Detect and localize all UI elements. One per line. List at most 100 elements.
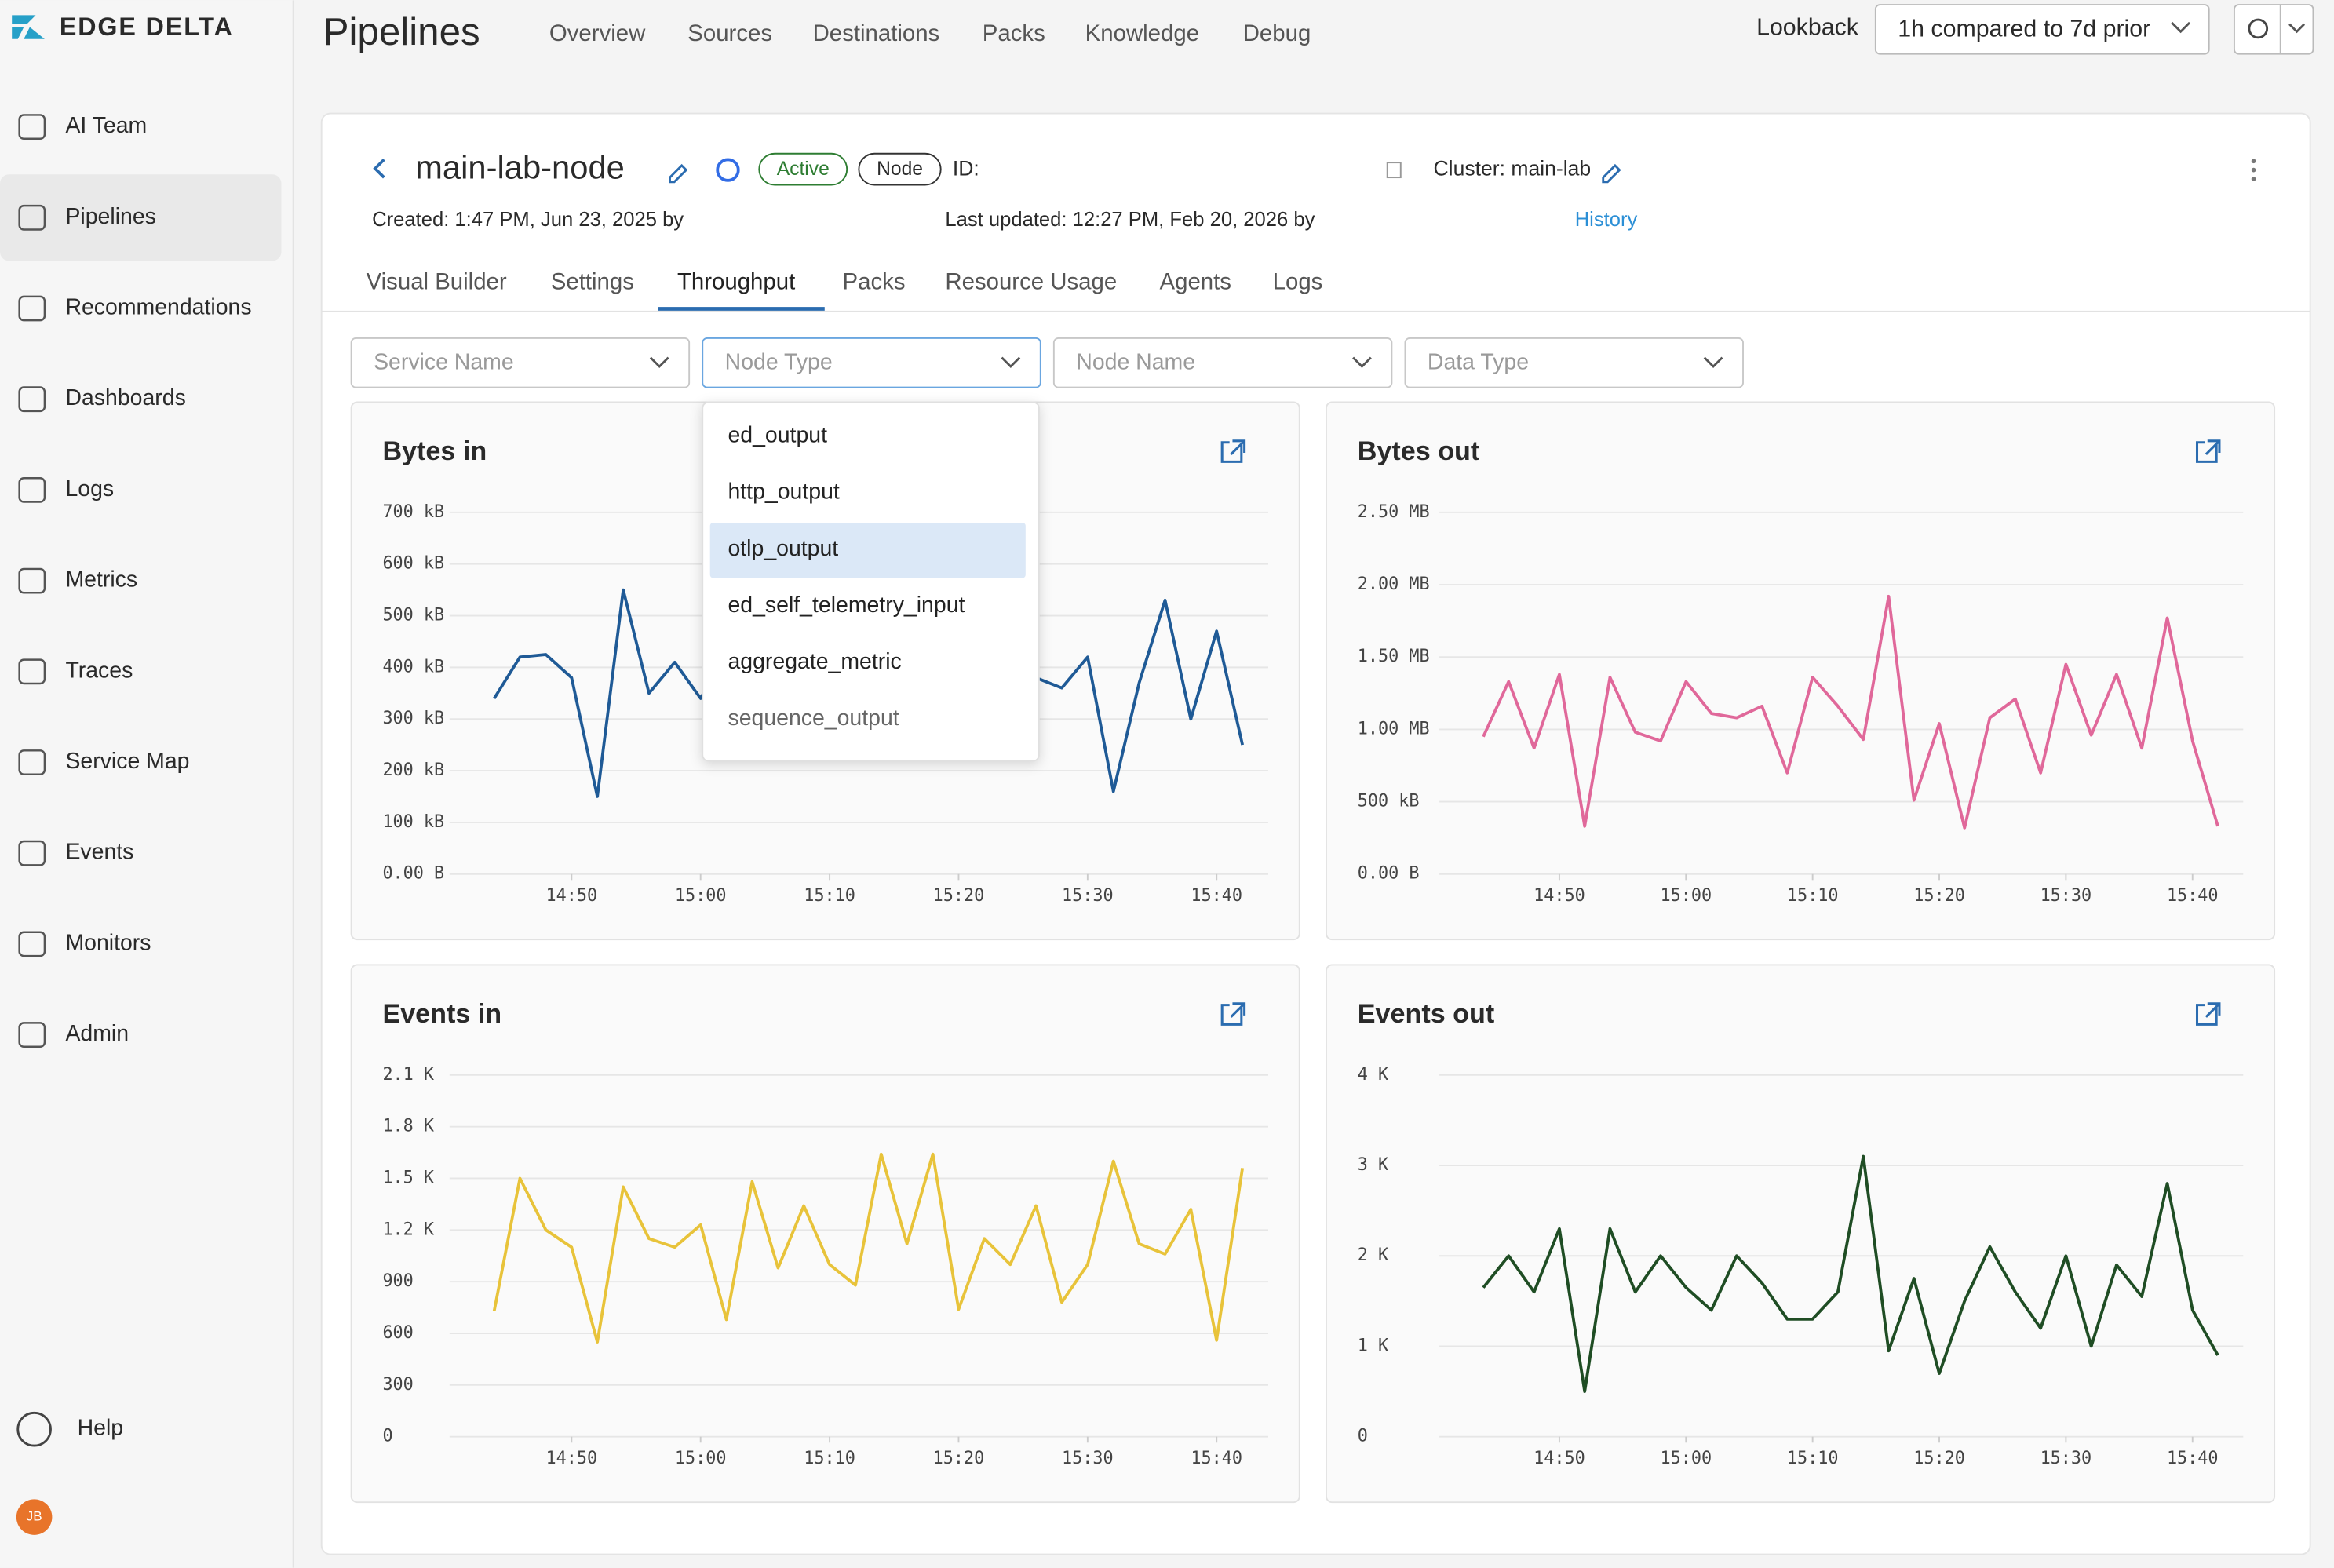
node-name: main-lab-node xyxy=(415,149,625,186)
nav-item[interactable]: AI Team xyxy=(65,113,147,138)
status: Active xyxy=(777,159,830,180)
x-tick-label: 15:20 xyxy=(933,1449,985,1468)
menu-dot xyxy=(2252,177,2256,181)
tab[interactable]: Logs xyxy=(1273,269,1323,295)
y-tick-label: 300 kB xyxy=(382,709,444,728)
x-tick-label: 15:30 xyxy=(2040,1449,2092,1468)
nav-item[interactable]: Recommendations xyxy=(65,295,251,320)
y-tick-label: 0.00 B xyxy=(382,864,444,884)
chart-title: Bytes out xyxy=(1358,436,1479,466)
dropdown-option[interactable]: ed_output xyxy=(728,423,827,448)
x-tick-label: 15:40 xyxy=(2167,886,2219,906)
tab[interactable]: Agents xyxy=(1160,269,1231,295)
dropdown-option[interactable]: http_output xyxy=(728,480,839,505)
x-tick-label: 14:50 xyxy=(1534,1449,1585,1468)
chart-panel xyxy=(352,965,1300,1502)
top-nav-item[interactable]: Packs xyxy=(983,20,1045,46)
chart-title: Events in xyxy=(382,999,501,1029)
top-nav-item[interactable]: Sources xyxy=(687,20,772,46)
dropdown-option[interactable]: otlp_output xyxy=(728,536,838,561)
dropdown-option[interactable]: ed_self_telemetry_input xyxy=(728,593,965,618)
x-tick-label: 15:30 xyxy=(1062,1449,1114,1468)
x-tick-label: 14:50 xyxy=(546,1449,598,1468)
lookback-label: Lookback xyxy=(1756,14,1859,40)
x-tick-label: 15:20 xyxy=(1913,886,1965,906)
x-tick-label: 15:10 xyxy=(1787,886,1839,906)
tab-underline xyxy=(658,307,824,311)
x-tick-label: 15:40 xyxy=(1191,1449,1242,1468)
tab[interactable]: Settings xyxy=(551,269,634,295)
filter-placeholder: Node Type xyxy=(725,350,833,375)
x-tick-label: 14:50 xyxy=(546,886,598,906)
x-tick-label: 15:10 xyxy=(1787,1449,1839,1468)
menu-dot xyxy=(2252,159,2256,163)
y-tick-label: 1.2 K xyxy=(382,1220,434,1239)
nav-item[interactable]: Monitors xyxy=(65,930,151,955)
tab[interactable]: Throughput xyxy=(677,269,795,295)
page-title: Pipelines xyxy=(323,10,480,53)
lookback-value: 1h compared to 7d prior xyxy=(1898,16,2150,42)
updated: Last updated: 12:27 PM, Feb 20, 2026 by xyxy=(945,209,1315,231)
nav-item[interactable]: Traces xyxy=(65,658,133,683)
nav-item[interactable]: Pipelines xyxy=(65,204,155,229)
history-link[interactable]: History xyxy=(1575,209,1638,231)
x-tick-label: 15:00 xyxy=(1660,1449,1712,1468)
avatar: JB xyxy=(27,1509,42,1524)
y-tick-label: 1.50 MB xyxy=(1358,647,1430,666)
y-tick-label: 0 xyxy=(1358,1427,1368,1446)
x-tick-label: 14:50 xyxy=(1534,886,1585,906)
y-tick-label: 500 kB xyxy=(1358,792,1420,811)
x-tick-label: 15:10 xyxy=(804,886,855,906)
y-tick-label: 2 K xyxy=(1358,1245,1389,1265)
nav-item[interactable]: Admin xyxy=(65,1021,129,1046)
y-tick-label: 1 K xyxy=(1358,1336,1389,1355)
filter-placeholder: Service Name xyxy=(374,350,514,375)
filter-placeholder: Data Type xyxy=(1428,350,1529,375)
filter-placeholder: Node Name xyxy=(1076,350,1195,375)
y-tick-label: 600 kB xyxy=(382,554,444,574)
y-tick-label: 0.00 B xyxy=(1358,864,1420,884)
dropdown-option[interactable]: sequence_output xyxy=(728,706,899,731)
top-nav-item[interactable]: Overview xyxy=(549,20,646,46)
y-tick-label: 500 kB xyxy=(382,606,444,625)
nav-item[interactable]: Metrics xyxy=(65,567,137,593)
y-tick-label: 3 K xyxy=(1358,1155,1389,1175)
x-tick-label: 15:40 xyxy=(1191,886,1242,906)
y-tick-label: 200 kB xyxy=(382,760,444,780)
y-tick-label: 600 xyxy=(382,1323,413,1343)
chart-panel xyxy=(1326,403,2274,940)
x-tick-label: 15:40 xyxy=(2167,1449,2219,1468)
chart-panel xyxy=(1326,965,2274,1502)
tab[interactable]: Resource Usage xyxy=(945,269,1117,295)
y-tick-label: 0 xyxy=(382,1427,392,1446)
nav-item[interactable]: Logs xyxy=(65,476,114,501)
y-tick-label: 2.1 K xyxy=(382,1065,434,1085)
id-label: ID: xyxy=(953,157,979,181)
nav-item[interactable]: Events xyxy=(65,840,133,865)
menu-dot xyxy=(2252,168,2256,173)
refresh-button[interactable] xyxy=(2234,5,2314,54)
x-tick-label: 15:00 xyxy=(675,1449,727,1468)
kind: Node xyxy=(877,159,923,180)
cluster: Cluster: main-lab xyxy=(1434,157,1592,181)
tab[interactable]: Visual Builder xyxy=(367,269,507,295)
nav-item[interactable]: Dashboards xyxy=(65,385,185,410)
top-nav-item[interactable]: Knowledge xyxy=(1085,20,1199,46)
tab[interactable]: Packs xyxy=(843,269,906,295)
y-tick-label: 2.50 MB xyxy=(1358,502,1430,522)
chart-title: Bytes in xyxy=(382,436,487,466)
top-nav-item[interactable]: Debug xyxy=(1243,20,1311,46)
x-tick-label: 15:00 xyxy=(1660,886,1712,906)
y-tick-label: 400 kB xyxy=(382,657,444,676)
x-tick-label: 15:30 xyxy=(2040,886,2092,906)
help[interactable]: Help xyxy=(78,1416,124,1441)
dropdown-option[interactable]: aggregate_metric xyxy=(728,649,901,674)
y-tick-label: 300 xyxy=(382,1375,413,1395)
nav-item[interactable]: Service Map xyxy=(65,749,189,774)
y-tick-label: 4 K xyxy=(1358,1065,1389,1085)
x-tick-label: 15:20 xyxy=(1913,1449,1965,1468)
y-tick-label: 2.00 MB xyxy=(1358,574,1430,594)
top-nav-item[interactable]: Destinations xyxy=(813,20,940,46)
